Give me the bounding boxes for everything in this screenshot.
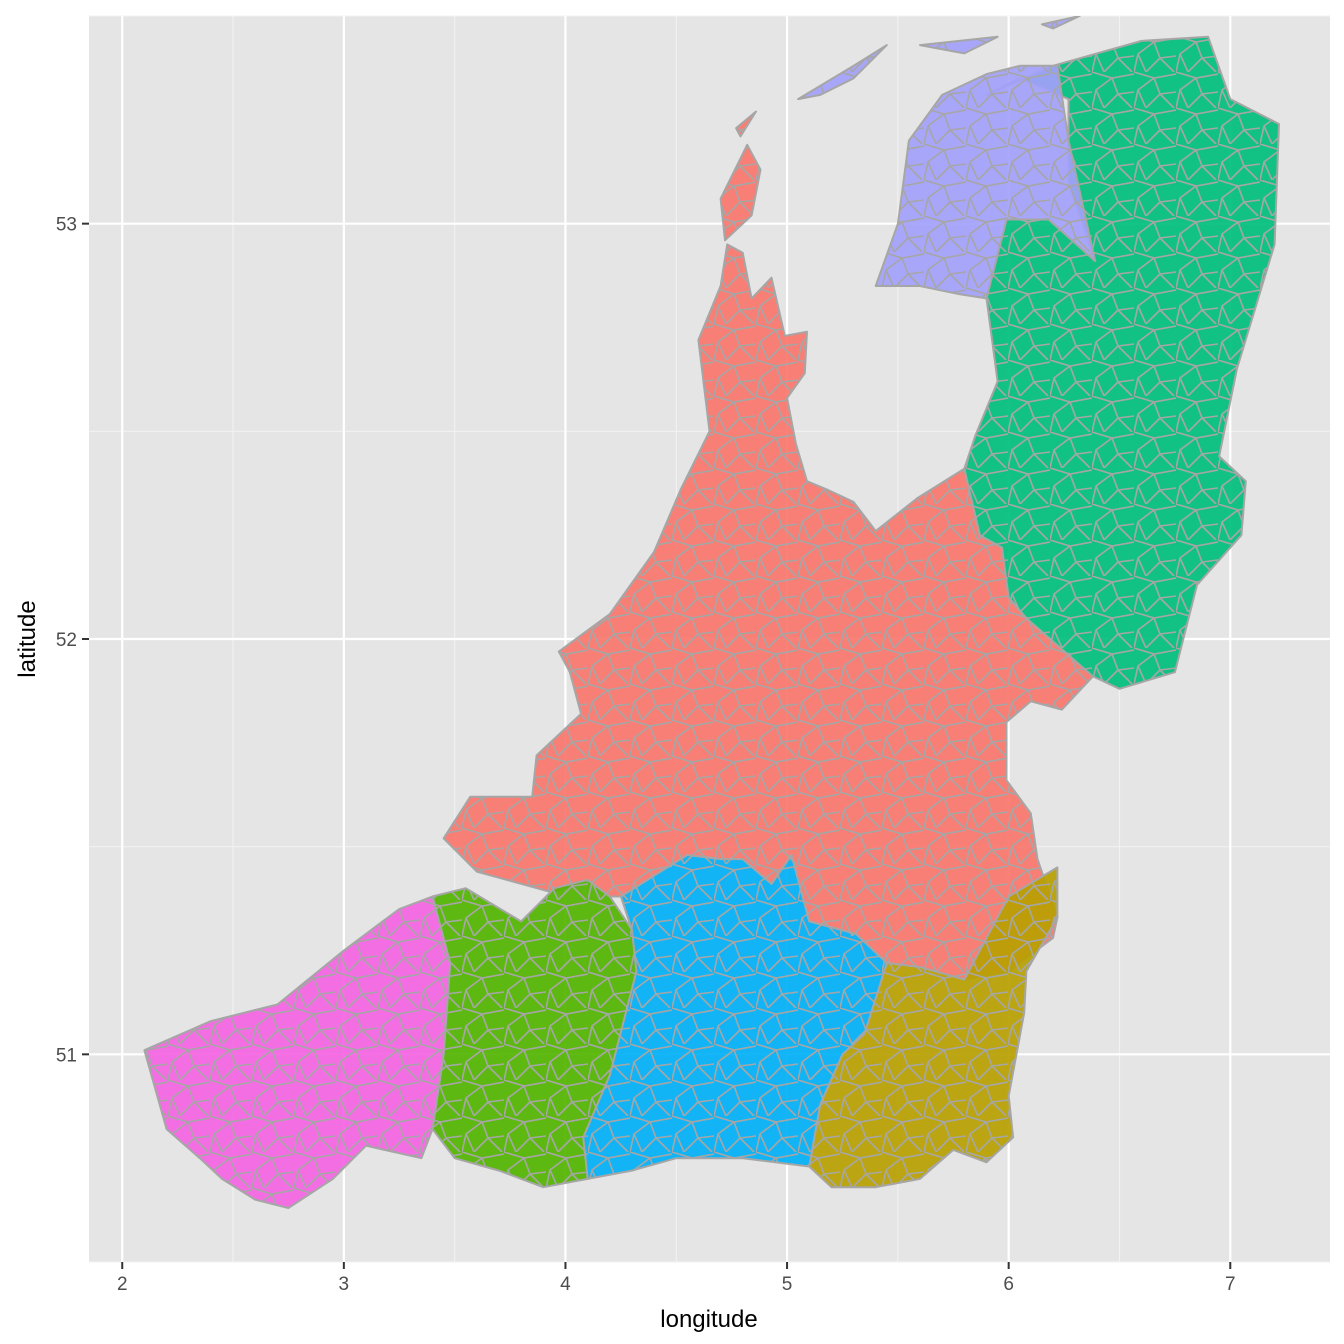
y-tick-label: 52: [56, 630, 77, 651]
x-axis-title: longitude: [660, 1306, 757, 1333]
map-regions: [143, 16, 1280, 1209]
region-cells: [143, 895, 452, 1209]
y-axis-title: latitude: [14, 600, 41, 677]
pink-region: [143, 895, 452, 1209]
purple-region: [797, 16, 1097, 300]
region-cells: [1040, 16, 1081, 30]
region-cells: [797, 44, 888, 101]
region-cells: [919, 35, 999, 55]
x-tick-label: 7: [1225, 1274, 1236, 1295]
x-tick-label: 3: [339, 1274, 350, 1295]
yellow-region: [808, 866, 1059, 1189]
y-tick-label: 51: [56, 1045, 77, 1066]
blue-region: [582, 854, 888, 1180]
x-tick-label: 4: [560, 1274, 571, 1295]
x-tick-label: 5: [782, 1274, 793, 1295]
y-axis-ticks: 51 52 53: [56, 215, 89, 1066]
region-cells: [719, 143, 762, 242]
green-region: [431, 878, 638, 1189]
region-cells: [735, 110, 757, 138]
x-tick-label: 6: [1003, 1274, 1014, 1295]
x-tick-label: 2: [117, 1274, 128, 1295]
region-cells: [874, 64, 1097, 300]
x-axis-ticks: 2 3 4 5 6 7: [117, 1262, 1236, 1295]
y-tick-label: 53: [56, 215, 77, 236]
